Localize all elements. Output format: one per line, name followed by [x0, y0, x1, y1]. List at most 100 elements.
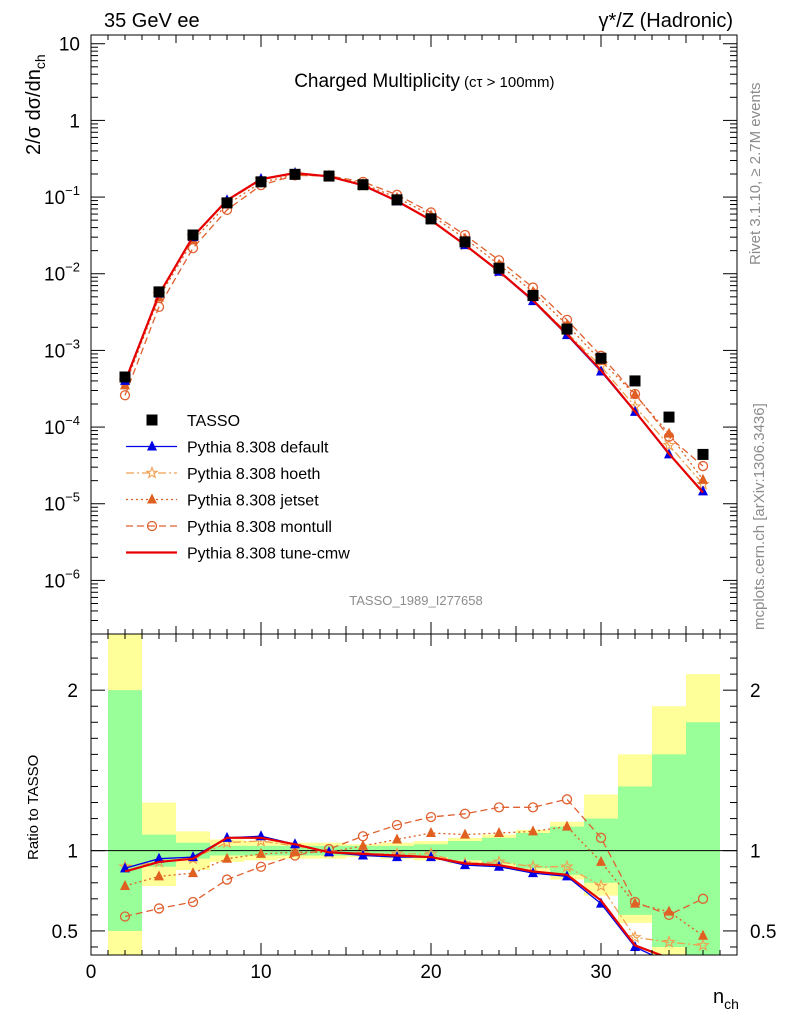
y-tick-label: 10−6	[44, 566, 80, 592]
legend-marker	[145, 465, 159, 479]
main-y-axis-label: 2/σ dσ/dnch	[23, 54, 48, 155]
data-point	[595, 352, 607, 364]
ratio-point	[562, 820, 572, 831]
ratio-point	[561, 794, 573, 805]
legend-label: Pythia 8.308 jetset	[187, 493, 319, 510]
y-tick-label: 10	[59, 35, 80, 56]
ratio-y-axis-label: Ratio to TASSO	[25, 755, 42, 860]
data-point	[697, 448, 709, 460]
ratio-point	[697, 893, 709, 904]
ratio-point	[289, 850, 301, 861]
mcplots-label: mcplots.cern.ch [arXiv:1306.3436]	[751, 403, 768, 630]
legend-entry: Pythia 8.308 jetset	[126, 493, 319, 510]
x-tick-label: 20	[420, 962, 441, 983]
data-point	[153, 286, 165, 298]
y-tick-label: 10−3	[44, 336, 80, 362]
data-point	[221, 197, 233, 209]
ratio-series-pythia-8-308-montull	[119, 794, 709, 922]
band-inner	[686, 722, 720, 955]
series-line	[124, 174, 704, 481]
ratio-point	[154, 852, 164, 863]
data-point	[697, 460, 709, 472]
legend-entry: TASSO	[146, 413, 240, 430]
data-point	[357, 179, 369, 191]
ratio-point	[425, 811, 437, 823]
series-tasso	[119, 168, 709, 460]
legend-marker	[146, 520, 158, 532]
ratio-point	[120, 879, 130, 890]
ratio-point	[187, 896, 199, 908]
data-point	[698, 473, 708, 484]
data-point	[663, 431, 675, 442]
data-point	[459, 236, 471, 248]
ratio-point	[358, 839, 368, 850]
ratio-point	[256, 847, 266, 858]
ratio-point	[628, 930, 642, 944]
ratio-point	[696, 938, 710, 952]
chart-title: Charged Multiplicity	[294, 71, 460, 92]
ratio-point	[629, 896, 641, 908]
legend-label: Pythia 8.308 tune-cmw	[187, 546, 350, 563]
x-tick-label: 30	[590, 962, 611, 983]
y-tick-label: 10−5	[44, 490, 80, 516]
data-point	[561, 323, 573, 335]
ratio-series-pythia-8-308-tune-cmw	[124, 836, 664, 955]
legend-marker	[146, 414, 158, 426]
ratio-line	[124, 798, 704, 918]
series-line	[124, 174, 704, 467]
x-tick-label: 10	[250, 962, 271, 983]
ratio-point	[153, 903, 165, 914]
ratio-point	[527, 802, 539, 813]
ratio-line	[124, 840, 704, 947]
y-tick-label: 1	[69, 111, 80, 132]
data-point	[255, 176, 267, 188]
y-tick-label: 10−2	[44, 260, 80, 286]
data-point	[323, 170, 335, 182]
y-tick-label: 10−1	[44, 183, 80, 209]
data-point	[187, 229, 199, 241]
legend-entry: Pythia 8.308 montull	[126, 519, 332, 536]
ratio-point	[154, 870, 164, 881]
data-point	[527, 290, 539, 302]
band-inner	[108, 690, 142, 931]
ratio-point	[698, 957, 708, 967]
ratio-point	[494, 827, 504, 838]
data-point	[663, 411, 675, 423]
legend-entry: Pythia 8.308 tune-cmw	[126, 546, 350, 563]
data-point	[698, 485, 708, 496]
main-plot-frame	[90, 34, 738, 635]
legend-marker	[147, 440, 157, 451]
ratio-point	[596, 855, 606, 866]
ratio-point	[392, 833, 402, 844]
ratio-point	[357, 831, 369, 842]
ratio-line	[124, 836, 664, 955]
data-point	[425, 213, 437, 225]
ratio-point	[594, 878, 608, 892]
y-tick-label: 10−4	[44, 413, 80, 439]
ratio-error-bands	[108, 634, 720, 955]
ratio-point	[664, 957, 674, 967]
legend-label: Pythia 8.308 default	[187, 440, 329, 457]
ratio-y-tick-label-right: 1	[750, 842, 761, 863]
data-point	[391, 194, 403, 206]
data-point	[187, 242, 199, 254]
axes: 0 10 20 30 10 1 10−1 10−2 10−3 10−4 10−5 10−6 0.5 0.5…	[44, 34, 776, 983]
ratio-point	[662, 935, 676, 948]
ratio-point	[119, 911, 131, 922]
energy-label: 35 GeV ee	[104, 10, 200, 32]
ratio-point	[460, 828, 470, 839]
process-label: γ*/Z (Hadronic)	[599, 10, 733, 32]
ratio-y-tick-label-right: 2	[750, 681, 761, 702]
ratio-point	[222, 852, 232, 863]
data-point	[629, 388, 641, 400]
legend-entry: Pythia 8.308 default	[126, 440, 329, 457]
data-point	[289, 168, 301, 180]
ratio-point	[663, 909, 675, 921]
ratio-y-tick-label-right: 0.5	[750, 922, 776, 943]
ratio-point	[528, 825, 538, 836]
series-line	[123, 171, 704, 494]
data-point	[662, 438, 676, 452]
ratio-point	[426, 827, 436, 838]
ratio-point	[595, 832, 607, 843]
ratio-point	[221, 874, 233, 885]
